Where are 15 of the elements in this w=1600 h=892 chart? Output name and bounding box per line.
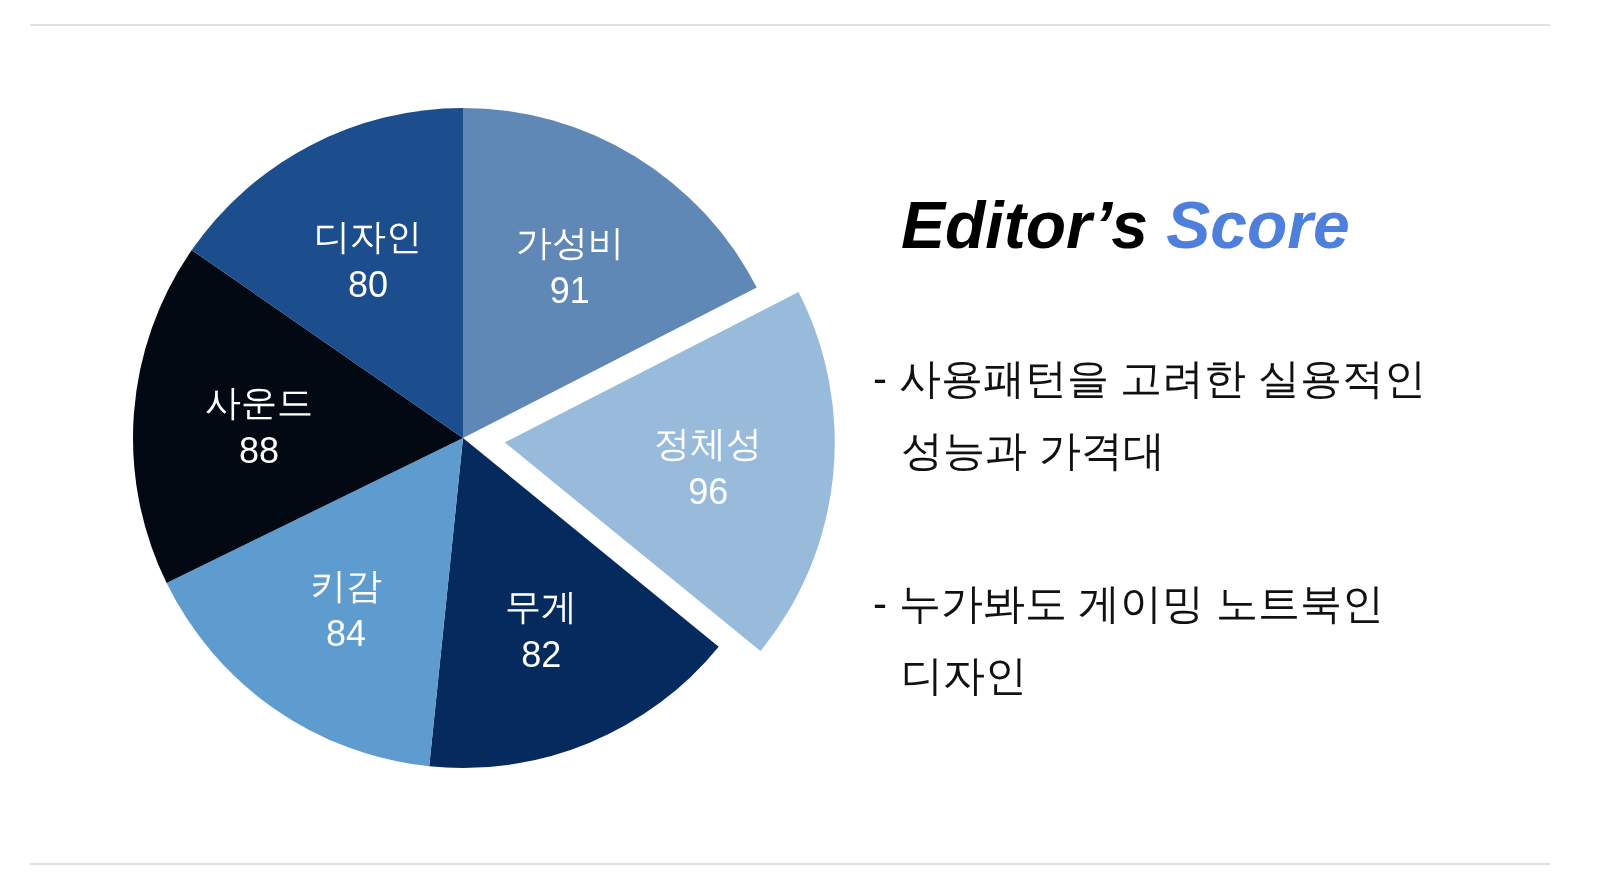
data-label: 91 bbox=[549, 270, 590, 312]
data-label: 82 bbox=[521, 634, 562, 676]
text: - 사용패턴을 고려한 실용적인 성능과 가격대 bbox=[873, 355, 1426, 474]
data-label: 96 bbox=[688, 470, 729, 512]
slice-label: 정체성 bbox=[654, 422, 763, 464]
text: Editor’s Score bbox=[901, 188, 1350, 262]
slice-label: 키감 bbox=[309, 564, 382, 606]
text: - 누가봐도 게이밍 노트북인 디자인 bbox=[873, 580, 1384, 699]
slice-label: 디자인 bbox=[314, 215, 423, 257]
slice-label: 무게 bbox=[505, 586, 578, 628]
data-label: 84 bbox=[325, 612, 366, 654]
data-label: 88 bbox=[238, 429, 279, 471]
slice-label: 사운드 bbox=[204, 381, 313, 423]
data-label: 80 bbox=[348, 263, 389, 305]
slice-label: 가성비 bbox=[515, 222, 624, 264]
